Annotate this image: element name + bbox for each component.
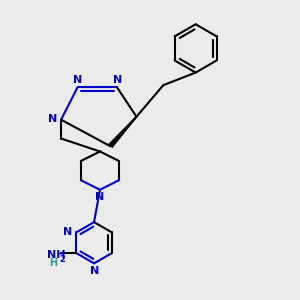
Polygon shape <box>129 120 134 125</box>
Polygon shape <box>132 116 137 121</box>
Polygon shape <box>118 130 125 136</box>
Polygon shape <box>115 134 122 140</box>
Text: N: N <box>90 266 100 276</box>
Text: N: N <box>48 114 57 124</box>
Text: NH: NH <box>47 250 65 260</box>
Text: 2: 2 <box>60 255 66 264</box>
Polygon shape <box>122 127 128 133</box>
Text: N: N <box>95 192 105 203</box>
Polygon shape <box>108 141 116 148</box>
Text: H: H <box>49 258 57 268</box>
Polygon shape <box>112 137 118 144</box>
Text: N: N <box>113 75 122 85</box>
Polygon shape <box>125 123 131 129</box>
Text: N: N <box>73 75 82 85</box>
Text: N: N <box>63 227 73 237</box>
